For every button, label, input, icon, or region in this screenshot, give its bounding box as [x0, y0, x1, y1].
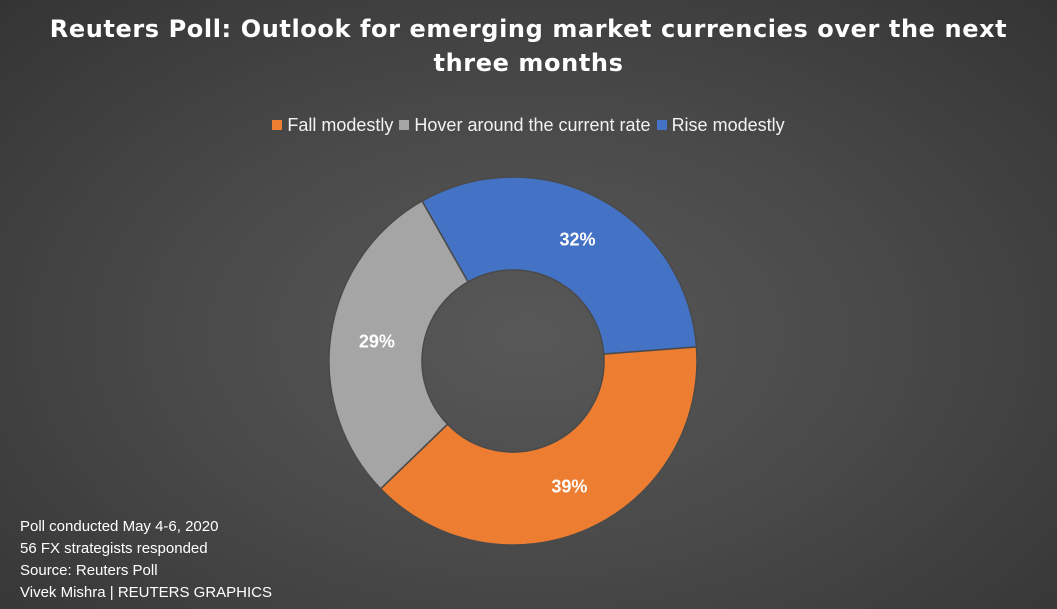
data-label-fall-modestly: 39%: [551, 476, 587, 496]
note-source: Source: Reuters Poll: [20, 562, 158, 579]
note-respondents: 56 FX strategists responded: [20, 540, 208, 557]
legend-swatch-hover: [399, 120, 410, 130]
legend-swatch-rise-modestly: [656, 120, 667, 130]
data-label-rise-modestly: 32%: [560, 230, 596, 250]
legend-swatch-fall-modestly: [272, 120, 283, 130]
legend-item-fall-modestly: Fall modestly: [272, 115, 393, 136]
chart-title: Reuters Poll: Outlook for emerging marke…: [49, 15, 1008, 77]
legend-label-hover: Hover around the current rate: [414, 114, 651, 135]
legend: Fall modestly Hover around the current r…: [0, 113, 1057, 137]
donut-slice-hover-around-the-current-rate: [328, 199, 470, 490]
note-poll-date: Poll conducted May 4-6, 2020: [20, 518, 219, 535]
legend-label-fall-modestly: Fall modestly: [287, 114, 394, 135]
donut-slice-rise-modestly: [421, 176, 698, 355]
data-label-hover-around-the-current-rate: 29%: [359, 331, 395, 351]
chart-notes: Poll conducted May 4-6, 2020 56 FX strat…: [20, 516, 272, 604]
donut-slice-fall-modestly: [379, 346, 698, 546]
legend-item-rise-modestly: Rise modestly: [656, 114, 785, 136]
legend-item-hover: Hover around the current rate: [399, 114, 651, 136]
legend-label-rise-modestly: Rise modestly: [671, 114, 785, 135]
note-credit: Vivek Mishra | REUTERS GRAPHICS: [20, 584, 273, 601]
